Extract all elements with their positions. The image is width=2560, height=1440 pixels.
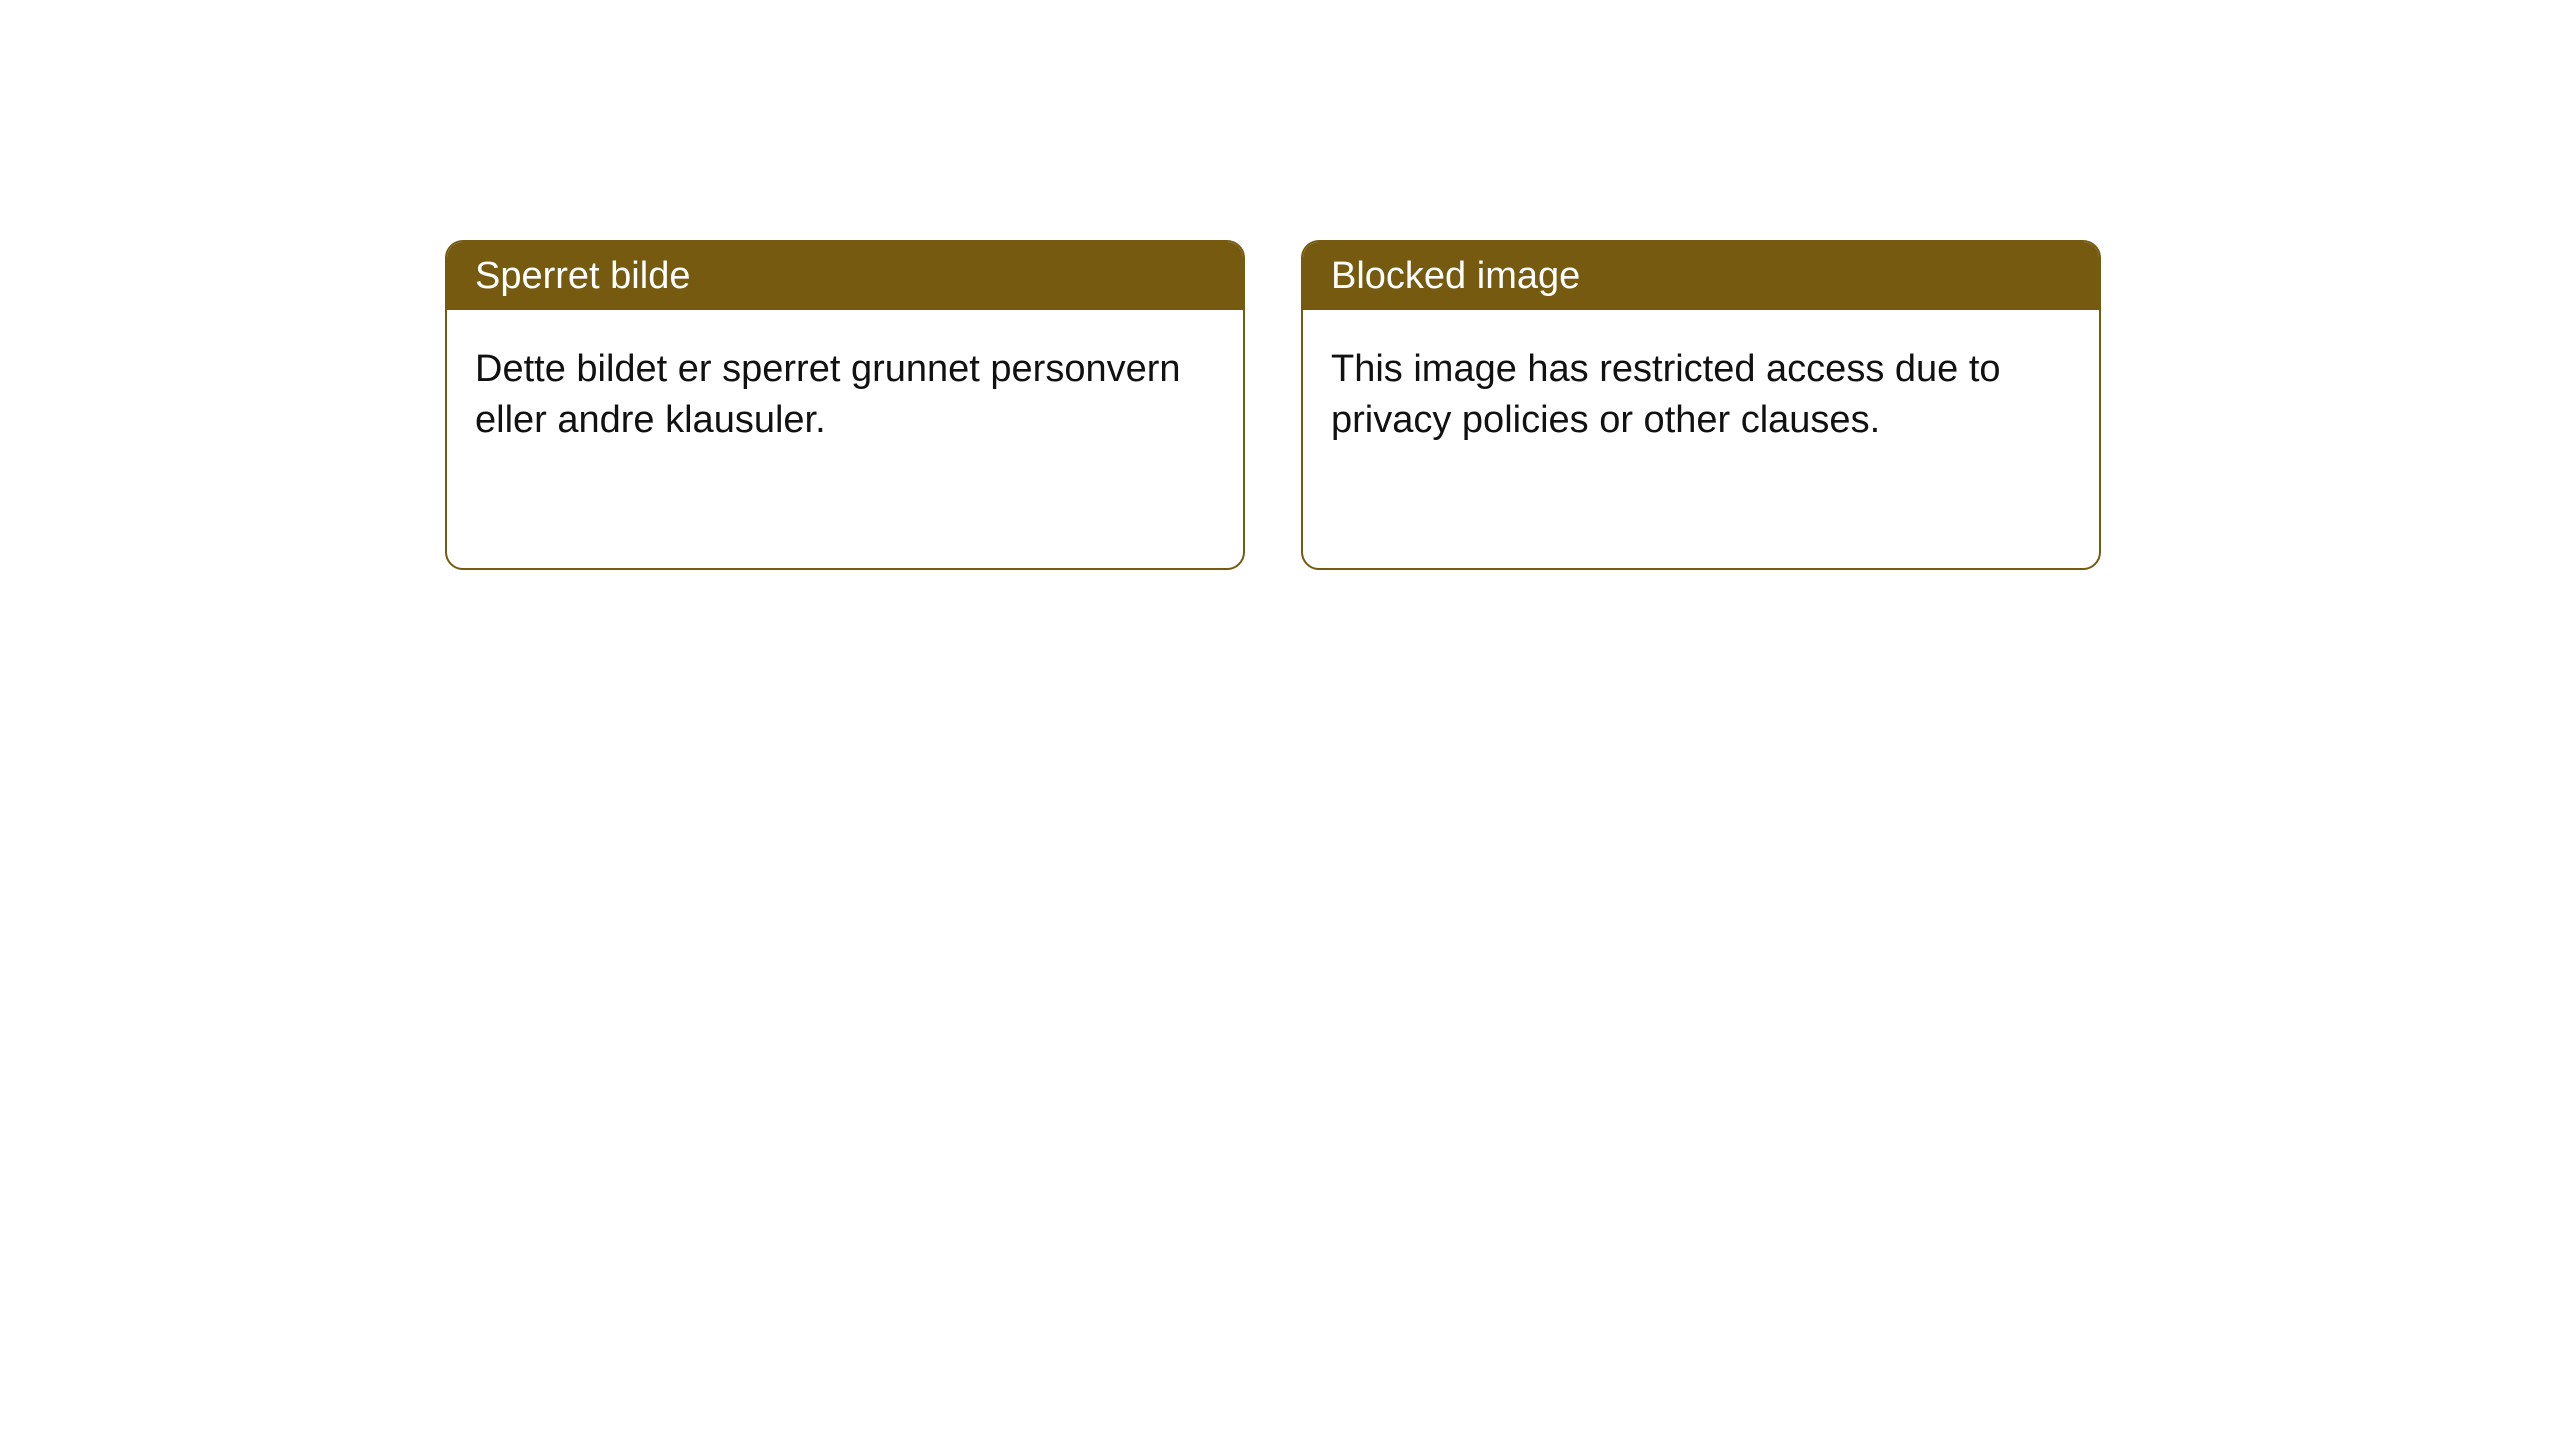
notice-card-title-no: Sperret bilde <box>447 242 1243 310</box>
notice-card-title-en: Blocked image <box>1303 242 2099 310</box>
notice-cards-container: Sperret bilde Dette bildet er sperret gr… <box>445 240 2101 570</box>
notice-card-body-en: This image has restricted access due to … <box>1303 310 2099 481</box>
notice-card-en: Blocked image This image has restricted … <box>1301 240 2101 570</box>
notice-card-no: Sperret bilde Dette bildet er sperret gr… <box>445 240 1245 570</box>
notice-card-body-no: Dette bildet er sperret grunnet personve… <box>447 310 1243 481</box>
